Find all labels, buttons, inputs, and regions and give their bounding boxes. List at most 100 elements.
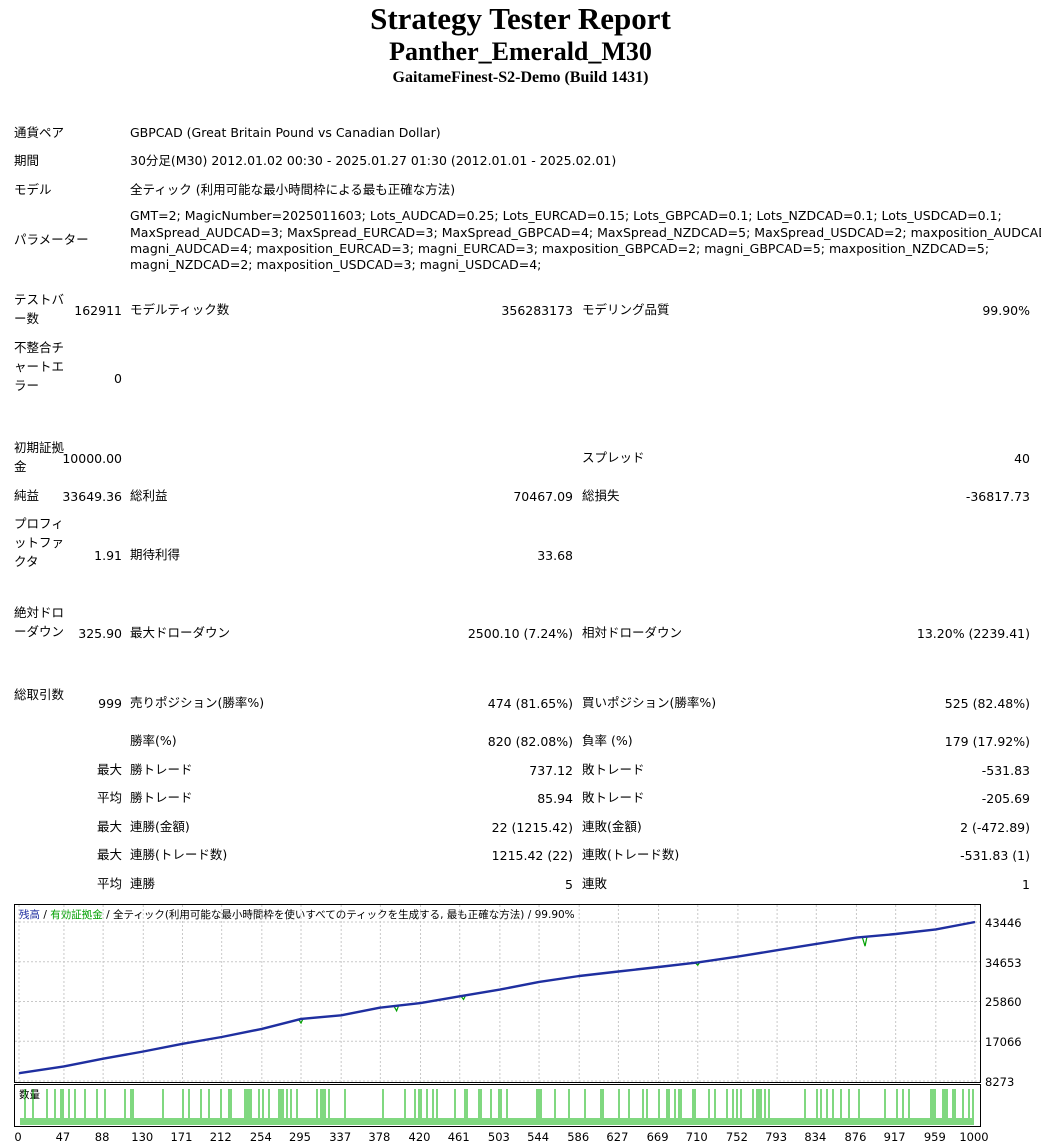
long-positions-label: 買いポジション(勝率%) — [582, 695, 717, 710]
report-title: Strategy Tester Report — [370, 1, 671, 36]
avg-consec-win-label: 連勝 — [130, 876, 156, 891]
avg-win-label: 勝トレード — [130, 790, 193, 805]
consec-loss-money-value: 2 (-472.89) — [960, 820, 1030, 835]
avg-consec-loss-value: 1 — [1022, 877, 1030, 892]
loss-rate-value: 179 (17.92%) — [944, 734, 1030, 749]
avg-consec-label: 平均 — [96, 876, 122, 891]
y-tick-label: 34653 — [985, 956, 1022, 970]
legend-equity: 有効証拠金 — [50, 909, 103, 921]
x-tick-label: 130 — [131, 1130, 154, 1144]
x-tick-label: 876 — [844, 1130, 867, 1144]
average-label: 平均 — [96, 790, 122, 805]
pair-label: 通貨ペア — [14, 125, 65, 140]
avg-consec-win-value: 5 — [565, 877, 573, 892]
x-tick-label: 171 — [170, 1130, 193, 1144]
avg-consec-loss-label: 連敗 — [582, 876, 608, 891]
loss-rate-label: 負率 (%) — [582, 733, 633, 748]
abs-drawdown-value: 325.90 — [78, 626, 122, 641]
profit-factor-value: 1.91 — [94, 548, 122, 563]
chart-legend: 残高 / 有効証拠金 / 全ティック(利用可能な最小時間枠を使いすべてのティック… — [19, 909, 575, 921]
short-positions-label: 売りポジション(勝率%) — [130, 695, 265, 710]
equity-dip — [393, 1005, 400, 1013]
x-tick-label: 1000 — [959, 1130, 989, 1144]
x-tick-label: 212 — [209, 1130, 232, 1144]
net-profit-value: 33649.36 — [62, 489, 122, 504]
avg-win-value: 85.94 — [537, 791, 573, 806]
x-tick-label: 503 — [487, 1130, 510, 1144]
max-drawdown-label: 最大ドローダウン — [130, 625, 231, 640]
consec-win-count-value: 1215.42 (22) — [491, 848, 573, 863]
avg-loss-value: -205.69 — [981, 791, 1030, 806]
avg-loss-label: 敗トレード — [582, 790, 645, 805]
x-tick-label: 461 — [447, 1130, 470, 1144]
consec-loss-count-value: -531.83 (1) — [960, 848, 1030, 863]
ticks-label: モデルティック数 — [130, 302, 230, 317]
volume-label: 数量 — [19, 1089, 40, 1101]
consec-win-count-label: 連勝(トレード数) — [130, 847, 228, 862]
largest-win-value: 737.12 — [529, 763, 573, 778]
params-line-2: MaxSpread_AUDCAD=3; MaxSpread_EURCAD=3; … — [130, 225, 1041, 240]
x-tick-label: 88 — [94, 1130, 110, 1144]
consec-loss-money-label: 連敗(金額) — [582, 819, 642, 834]
balance-line — [18, 920, 976, 1075]
server-name: GaitameFinest-S2-Demo (Build 1431) — [392, 69, 649, 86]
max-drawdown-value: 2500.10 (7.24%) — [467, 626, 573, 641]
volume-chart: 数量 — [14, 1084, 981, 1127]
gross-loss-value: -36817.73 — [965, 489, 1030, 504]
x-tick-label: 337 — [329, 1130, 352, 1144]
balance-chart: 残高 / 有効証拠金 / 全ティック(利用可能な最小時間枠を使いすべてのティック… — [14, 904, 981, 1083]
consec-loss-count-label: 連敗(トレード数) — [582, 847, 680, 862]
volume-plot — [20, 1089, 974, 1125]
x-tick-label: 254 — [249, 1130, 272, 1144]
largest-loss-value: -531.83 — [981, 763, 1030, 778]
x-tick-label: 917 — [883, 1130, 906, 1144]
x-tick-label: 544 — [527, 1130, 550, 1144]
quality-label: モデリング品質 — [582, 302, 670, 317]
max-consec-count-label: 最大 — [96, 847, 122, 862]
max-consec-money-label: 最大 — [96, 819, 122, 834]
ticks-value: 356283173 — [501, 303, 573, 318]
params-line-1: GMT=2; MagicNumber=2025011603; Lots_AUDC… — [130, 208, 1002, 223]
x-tick-label: 752 — [725, 1130, 748, 1144]
x-tick-label: 959 — [923, 1130, 946, 1144]
rel-drawdown-value: 13.20% (2239.41) — [916, 626, 1030, 641]
x-tick-label: 420 — [408, 1130, 431, 1144]
quality-value: 99.90% — [982, 303, 1030, 318]
gross-profit-value: 70467.09 — [513, 489, 573, 504]
total-trades-value: 999 — [98, 696, 122, 711]
y-tick-label: 17066 — [985, 1035, 1022, 1049]
y-tick-label: 43446 — [985, 916, 1022, 930]
largest-win-label: 勝トレード — [130, 762, 193, 777]
mismatch-value: 0 — [114, 371, 122, 386]
largest-label: 最大 — [96, 762, 122, 777]
params-line-3: magni_AUDCAD=4; maxposition_EURCAD=3; ma… — [130, 241, 990, 256]
consec-win-money-value: 22 (1215.42) — [491, 820, 573, 835]
bars-value: 162911 — [74, 303, 122, 318]
x-tick-label: 378 — [368, 1130, 391, 1144]
win-rate-label: 勝率(%) — [130, 733, 177, 748]
model-value: 全ティック (利用可能な最小時間枠による最も正確な方法) — [130, 182, 456, 197]
params-line-4: magni_NZDCAD=2; maxposition_USDCAD=3; ma… — [130, 257, 542, 272]
long-positions-value: 525 (82.48%) — [944, 696, 1030, 711]
largest-loss-label: 敗トレード — [582, 762, 645, 777]
gross-loss-label: 総損失 — [582, 488, 620, 503]
legend-balance: 残高 — [19, 909, 40, 921]
bars-label: テストバー数 — [14, 292, 65, 326]
period-label: 期間 — [14, 153, 40, 168]
abs-drawdown-label: 絶対ドローダウン — [14, 605, 65, 639]
x-tick-label: 834 — [804, 1130, 827, 1144]
x-tick-label: 0 — [14, 1130, 22, 1144]
profit-factor-label: プロフィットファクタ — [14, 516, 65, 569]
spread-label: スプレッド — [582, 450, 645, 465]
expert-name: Panther_Emerald_M30 — [389, 37, 652, 66]
pair-value: GBPCAD (Great Britain Pound vs Canadian … — [130, 125, 441, 140]
consec-win-money-label: 連勝(金額) — [130, 819, 190, 834]
x-tick-label: 47 — [55, 1130, 71, 1144]
x-tick-label: 669 — [646, 1130, 669, 1144]
x-tick-label: 793 — [765, 1130, 788, 1144]
deposit-value: 10000.00 — [62, 451, 122, 466]
gross-profit-label: 総利益 — [130, 488, 168, 503]
x-tick-label: 627 — [606, 1130, 629, 1144]
equity-dip — [861, 936, 868, 947]
expected-payoff-value: 33.68 — [537, 548, 573, 563]
